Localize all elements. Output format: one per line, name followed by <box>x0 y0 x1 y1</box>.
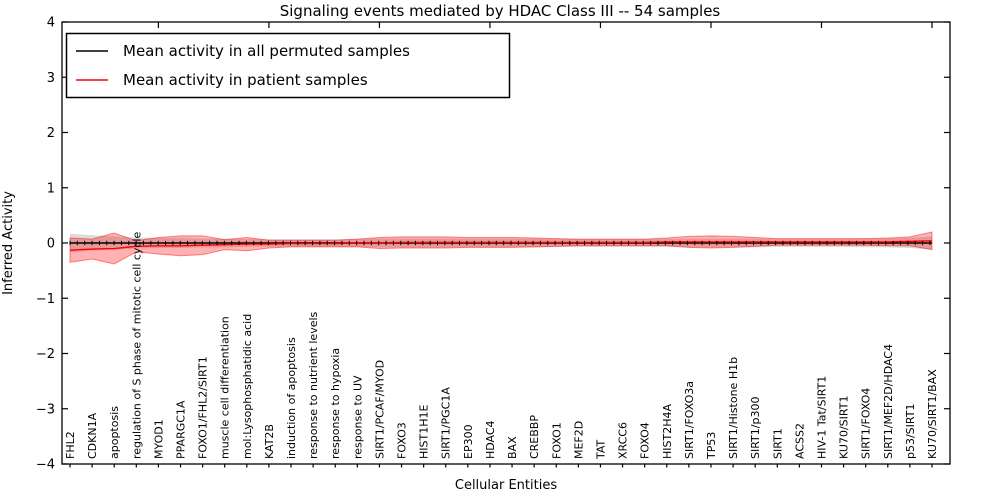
x-tick-label: SIRT1/p300 <box>749 397 762 459</box>
x-tick-label: XRCC6 <box>617 422 630 459</box>
legend-label-permuted: Mean activity in all permuted samples <box>123 42 410 60</box>
y-axis-label: Inferred Activity <box>1 191 16 295</box>
x-tick-label: HIST2H4A <box>661 404 674 459</box>
x-tick-label: apoptosis <box>108 406 121 459</box>
x-tick-label: FOXO1/FHL2/SIRT1 <box>197 356 210 459</box>
x-tick-label: ACSS2 <box>793 423 806 459</box>
x-tick-label: HDAC4 <box>484 420 497 459</box>
x-tick-label: FOXO3 <box>396 422 409 459</box>
x-axis-label: Cellular Entities <box>455 478 557 493</box>
x-tick-label: response to UV <box>351 375 364 459</box>
x-tick-label: HIST1H1E <box>418 405 431 459</box>
x-tick-label: SIRT1/PGC1A <box>440 387 453 459</box>
x-tick-label: BAX <box>506 436 519 459</box>
x-tick-label: KU70/SIRT1 <box>838 396 851 459</box>
x-tick-label: FOXO4 <box>639 422 652 459</box>
x-tick-label: induction of apoptosis <box>285 337 298 459</box>
x-tick-label: SIRT1/FOXO3a <box>683 381 696 459</box>
x-tick-label: mol:Lysophosphatidic acid <box>241 314 254 459</box>
legend-item-patient: Mean activity in patient samples <box>76 71 368 89</box>
y-tick-label: 3 <box>47 71 55 86</box>
x-tick-label: SIRT1 <box>771 428 784 459</box>
x-tick-label: FOXO1 <box>550 422 563 459</box>
chart-title: Signaling events mediated by HDAC Class … <box>280 2 721 20</box>
x-tick-label: MEF2D <box>572 421 585 459</box>
patient-mean-line <box>69 240 933 251</box>
x-tick-label: EP300 <box>462 424 475 459</box>
x-tick-label: MYOD1 <box>152 419 165 459</box>
x-tick-label: muscle cell differentiation <box>219 316 232 459</box>
x-tick-label: CDKN1A <box>86 412 99 459</box>
x-tick-label: TP53 <box>705 432 718 460</box>
y-tick-label: 2 <box>47 126 55 141</box>
y-tick-label: −4 <box>36 458 55 473</box>
legend-label-patient: Mean activity in patient samples <box>123 71 368 89</box>
y-tick-label: −2 <box>36 347 55 362</box>
x-tick-label: FHL2 <box>64 431 77 459</box>
x-tick-label: CREBBP <box>528 415 541 459</box>
x-tick-label: SIRT1/MEF2D/HDAC4 <box>882 344 895 459</box>
y-tick-label: 0 <box>47 237 55 252</box>
y-tick-label: −1 <box>36 292 55 307</box>
y-tick-label: 1 <box>47 181 55 196</box>
x-tick-label: PPARGC1A <box>175 400 188 459</box>
patient-std-band <box>69 231 933 265</box>
x-tick-label: regulation of S phase of mitotic cell cy… <box>130 231 143 459</box>
x-tick-label: response to nutrient levels <box>307 311 320 459</box>
plot-area-content: 4 3 2 1 0 −1 −2 −3 −4 FHL2 CDKN1A apoptosis regulati… <box>36 16 950 473</box>
x-tick-label: SIRT1/FOXO4 <box>860 388 873 459</box>
x-tick-label: KAT2B <box>263 424 276 459</box>
legend: Mean activity in all permuted samples Me… <box>65 32 511 99</box>
x-tick-label: response to hypoxia <box>329 348 342 459</box>
x-tick-label: HIV-1 Tat/SIRT1 <box>815 376 828 459</box>
x-tick-label: KU70/SIRT1/BAX <box>926 369 939 459</box>
x-tick-label: SIRT1/PCAF/MYOD <box>373 360 386 459</box>
legend-box <box>65 32 511 99</box>
x-tick-label: TAT <box>594 439 607 460</box>
legend-item-permuted: Mean activity in all permuted samples <box>76 42 410 60</box>
y-tick-label: 4 <box>47 16 55 31</box>
x-tick-label: SIRT1/Histone H1b <box>727 357 740 459</box>
x-tick-label: p53/SIRT1 <box>904 404 917 459</box>
plot-border <box>61 21 951 465</box>
y-tick-label: −3 <box>36 402 55 417</box>
